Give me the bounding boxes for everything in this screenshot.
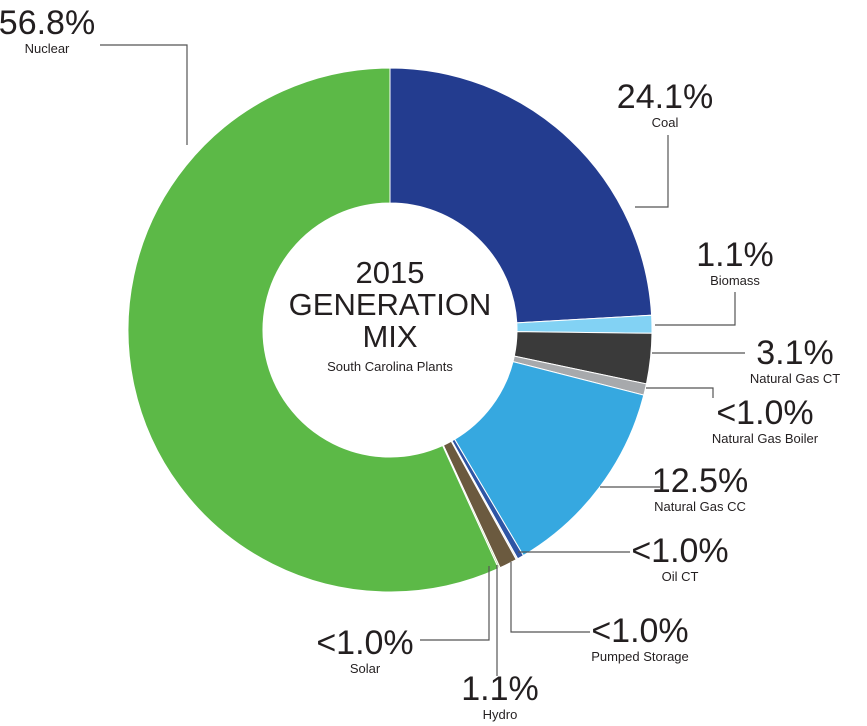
center-title-line: MIX [362, 319, 418, 354]
value-label: 56.8% [0, 4, 96, 42]
category-label: Pumped Storage [591, 649, 689, 664]
center-title-line: GENERATION [288, 287, 492, 322]
center-title-line: 2015 [355, 255, 425, 290]
category-label: Solar [349, 661, 381, 676]
value-label: <1.0% [716, 394, 814, 432]
donut-slice [389, 67, 653, 324]
leader-line [655, 292, 736, 326]
leader-line [420, 566, 490, 641]
category-label: Natural Gas CC [654, 499, 746, 514]
value-label: 1.1% [696, 236, 774, 274]
category-label: Biomass [710, 273, 760, 288]
center-subtitle: South Carolina Plants [327, 359, 453, 374]
category-label: Coal [651, 115, 679, 130]
leader-line [646, 387, 714, 398]
donut-slice [127, 67, 500, 593]
leader-line [510, 562, 590, 633]
category-label: Nuclear [24, 41, 70, 56]
value-label: <1.0% [591, 612, 689, 650]
category-label: Hydro [482, 707, 518, 722]
value-label: 12.5% [651, 462, 749, 500]
value-label: 24.1% [616, 78, 714, 116]
value-label: 3.1% [756, 334, 834, 372]
value-label: <1.0% [631, 532, 729, 570]
category-label: Natural Gas CT [749, 371, 841, 386]
value-label: <1.0% [316, 624, 414, 662]
leader-line [100, 44, 188, 145]
leader-line [635, 135, 669, 208]
value-label: 1.1% [461, 670, 539, 708]
category-label: Oil CT [661, 569, 699, 584]
category-label: Natural Gas Boiler [711, 431, 819, 446]
